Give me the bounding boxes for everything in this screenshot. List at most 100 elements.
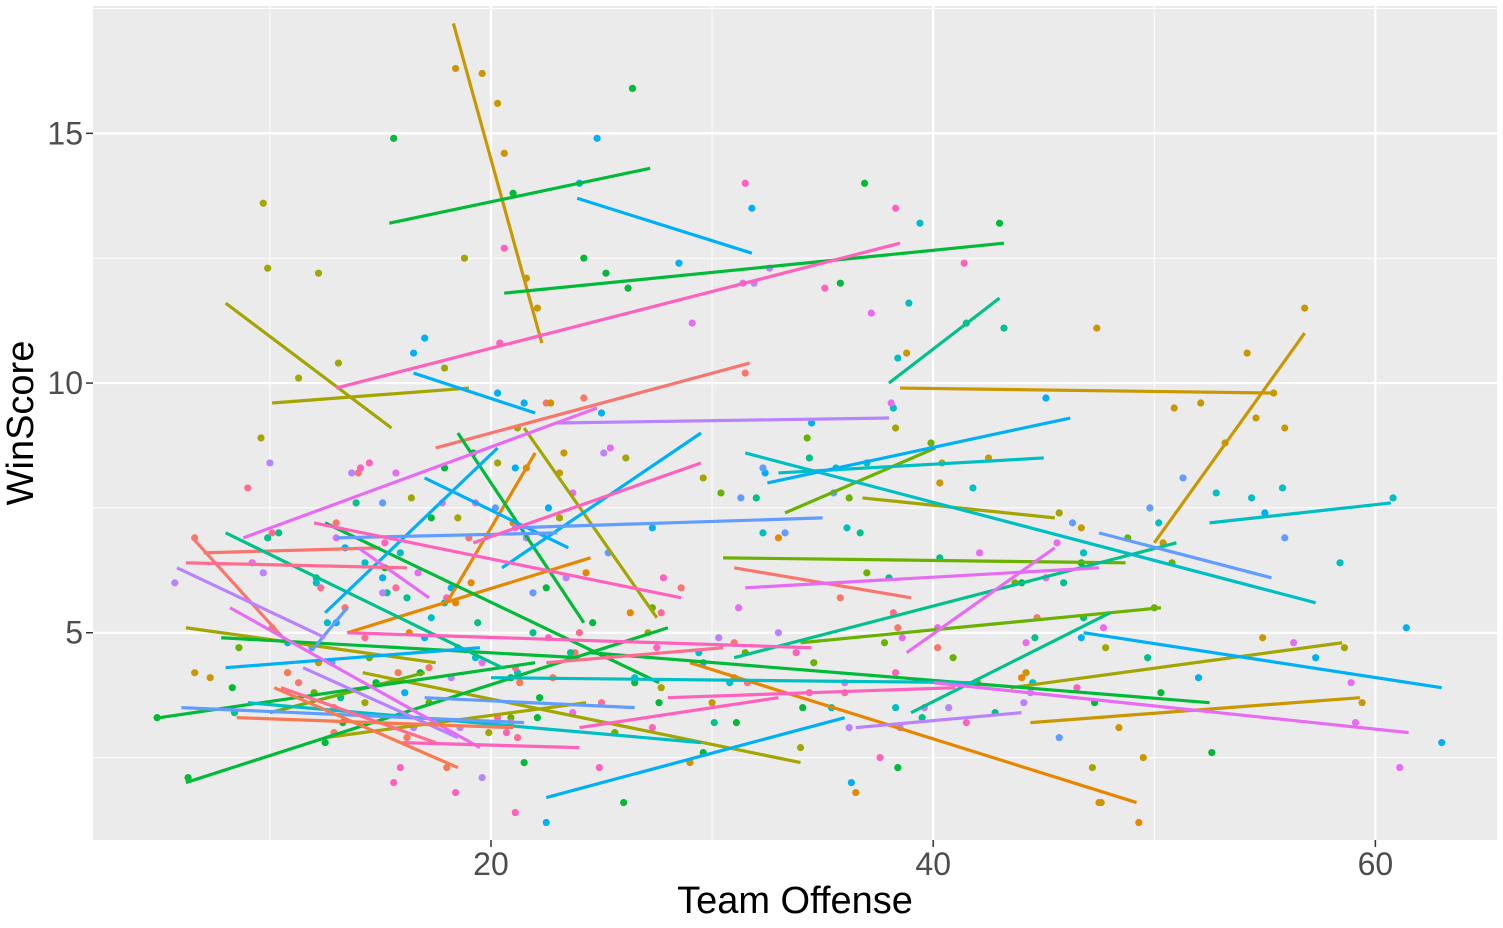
data-point <box>365 459 373 467</box>
data-point <box>602 269 610 277</box>
data-point <box>533 304 542 312</box>
data-point <box>792 649 800 657</box>
fit-line <box>522 427 659 619</box>
data-point <box>1055 734 1063 742</box>
fit-line <box>445 452 537 604</box>
data-point <box>715 634 723 642</box>
data-point <box>381 539 389 547</box>
data-point <box>396 763 404 772</box>
x-tick-label: 20 <box>473 846 509 882</box>
data-point <box>1077 634 1085 642</box>
fit-line <box>887 296 1001 385</box>
data-point <box>1208 749 1216 757</box>
data-point <box>268 529 276 537</box>
data-point <box>379 589 387 597</box>
fit-line <box>855 711 1022 730</box>
data-point <box>555 514 564 522</box>
data-point <box>452 788 460 797</box>
fit-line <box>1152 332 1306 544</box>
fit-line <box>273 686 459 770</box>
data-point <box>852 788 860 797</box>
data-point <box>894 763 902 772</box>
data-point <box>626 609 634 617</box>
data-point <box>863 569 871 577</box>
data-point <box>1438 739 1446 747</box>
data-point <box>356 464 365 472</box>
data-point <box>361 634 369 642</box>
data-point <box>1079 549 1088 557</box>
fit-line <box>590 651 1210 705</box>
data-point <box>843 524 851 532</box>
fit-line <box>347 631 812 650</box>
y-axis-title: WinScore <box>0 341 42 506</box>
data-point <box>533 714 542 722</box>
data-point <box>511 464 519 472</box>
data-point <box>1068 519 1077 527</box>
data-point <box>1139 753 1147 762</box>
data-point <box>759 464 767 472</box>
fit-line <box>579 696 779 730</box>
data-point <box>1031 634 1039 642</box>
data-point <box>1351 719 1360 727</box>
data-point <box>478 69 486 78</box>
data-point <box>259 199 267 207</box>
data-point <box>659 574 668 582</box>
data-point <box>443 763 451 772</box>
fit-line <box>1083 631 1442 690</box>
data-point <box>580 254 588 262</box>
data-point <box>876 753 884 762</box>
data-point <box>361 559 369 567</box>
data-point <box>628 84 637 93</box>
series-9-lines <box>225 196 1442 800</box>
fit-line <box>557 416 889 425</box>
data-point <box>1358 699 1366 707</box>
series-4 <box>257 199 1349 772</box>
series-6-lines <box>159 166 1210 785</box>
data-point <box>606 444 614 452</box>
fit-line <box>236 716 514 730</box>
data-point <box>774 629 783 637</box>
y-tick-label: 15 <box>47 115 83 151</box>
fit-line <box>413 371 536 415</box>
data-point <box>741 369 749 377</box>
data-point <box>1077 524 1085 532</box>
data-point <box>1389 494 1397 502</box>
data-point <box>1073 684 1081 692</box>
data-point <box>1197 399 1205 407</box>
data-point <box>427 614 435 622</box>
series-10-lines <box>181 516 1272 725</box>
data-point <box>409 349 418 357</box>
data-point <box>648 524 656 532</box>
fit-line <box>324 521 660 685</box>
data-point <box>774 534 783 542</box>
data-point <box>1336 559 1344 567</box>
data-point <box>1281 424 1289 432</box>
fit-line <box>185 626 669 785</box>
data-point <box>887 399 895 407</box>
data-point <box>949 654 957 662</box>
series-10 <box>248 464 1289 742</box>
data-point <box>536 694 544 702</box>
data-point <box>1212 489 1220 497</box>
data-point <box>259 569 267 577</box>
data-point <box>1261 509 1269 517</box>
data-point <box>748 204 756 212</box>
data-point <box>892 704 900 712</box>
data-point <box>520 399 528 407</box>
data-point <box>600 449 608 457</box>
data-point <box>1301 304 1309 312</box>
fit-line <box>388 166 651 225</box>
data-point <box>976 549 984 557</box>
data-point <box>805 454 813 462</box>
data-point <box>845 724 853 732</box>
data-point <box>969 484 977 492</box>
fit-line <box>280 686 437 745</box>
data-point <box>321 739 329 747</box>
series-15-lines <box>236 686 514 770</box>
data-point <box>266 459 274 467</box>
data-point <box>580 394 588 402</box>
y-tick-label: 5 <box>65 615 83 651</box>
data-point <box>1020 699 1028 707</box>
data-point <box>390 778 398 787</box>
data-point <box>295 679 303 687</box>
